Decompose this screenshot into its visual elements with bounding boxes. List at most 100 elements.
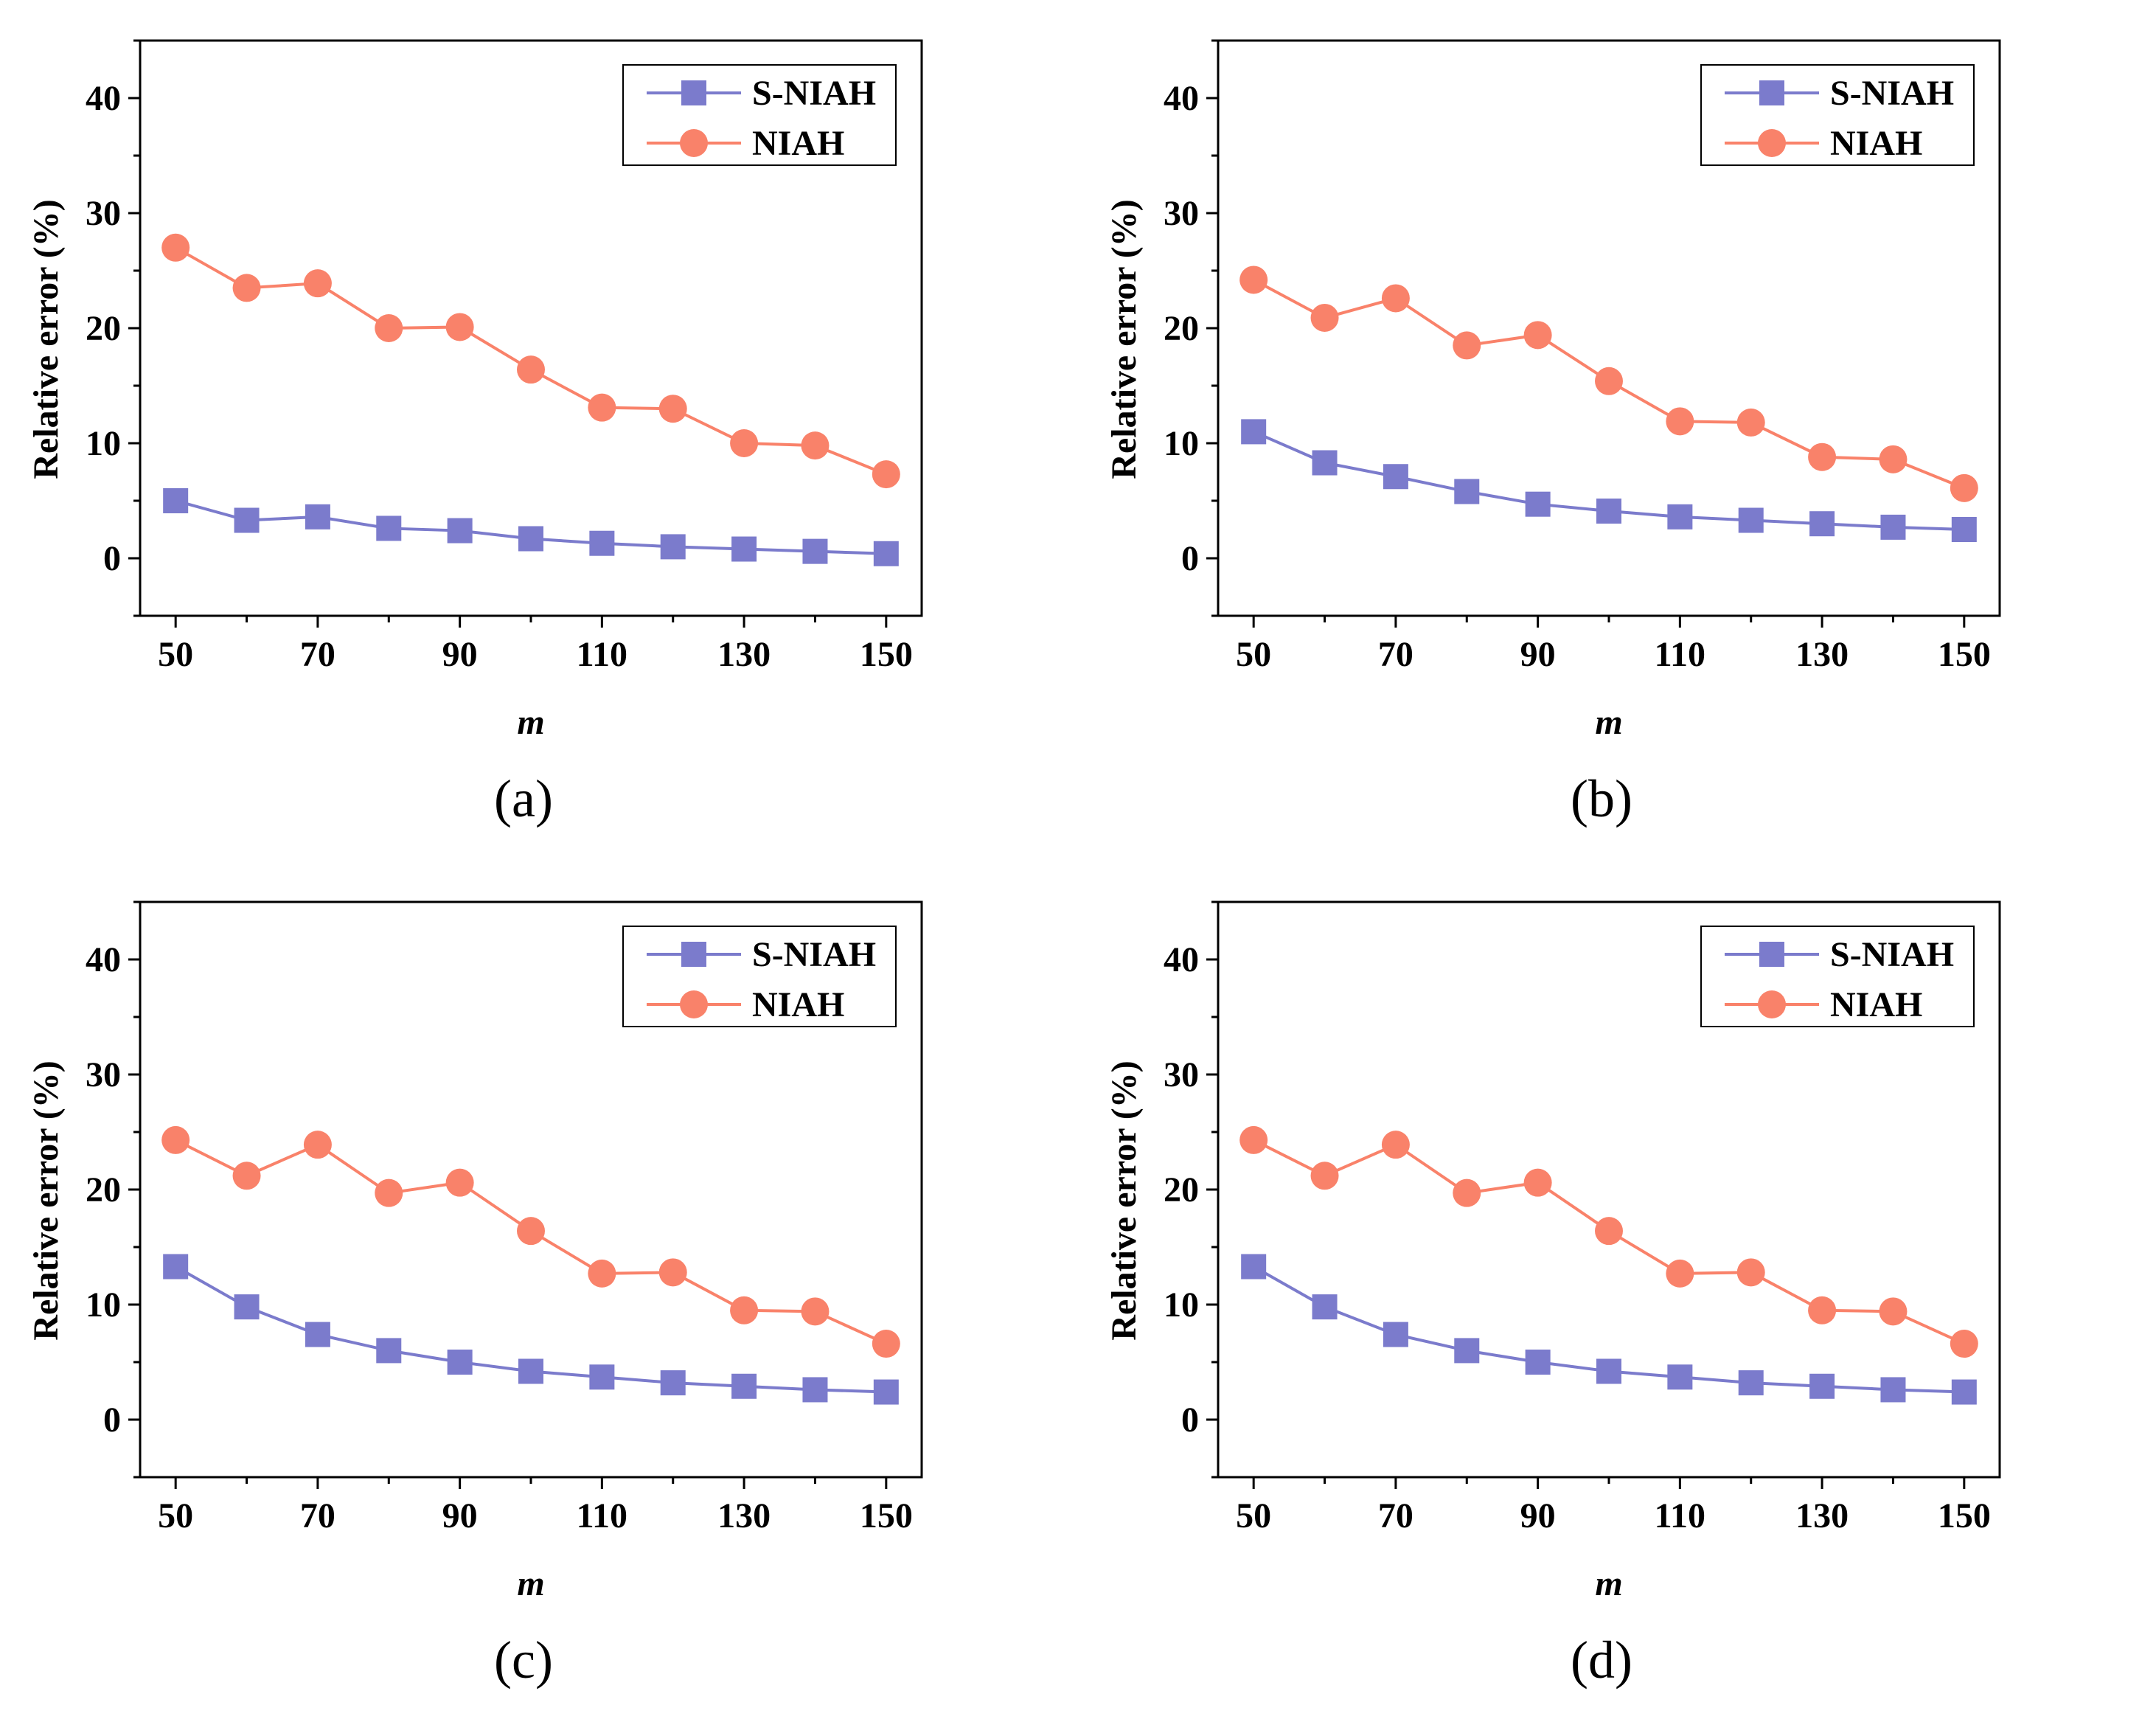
data-point-niah bbox=[517, 355, 545, 384]
chart-d-svg: 50 70 90 110 130 150 0 10 20 30 40 Relative error (… bbox=[1105, 900, 2001, 1690]
data-point-niah bbox=[1808, 1296, 1837, 1325]
x-tick-label: 130 bbox=[717, 635, 771, 674]
data-point-s-niah bbox=[1951, 517, 1977, 542]
x-axis-title: m bbox=[517, 703, 544, 742]
x-tick-label: 70 bbox=[1378, 635, 1413, 674]
data-point-s-niah bbox=[1738, 507, 1764, 533]
data-point-s-niah bbox=[447, 1350, 473, 1375]
x-tick-label: 150 bbox=[1938, 1496, 1991, 1535]
x-axis-title: m bbox=[517, 1564, 544, 1603]
legend-marker-niah bbox=[1758, 129, 1786, 157]
data-point-niah bbox=[161, 1125, 190, 1154]
data-point-niah bbox=[1879, 1297, 1908, 1326]
panel-caption: (c) bbox=[494, 1631, 553, 1690]
x-tick-label: 50 bbox=[1236, 635, 1271, 674]
data-point-s-niah bbox=[731, 1373, 757, 1399]
panel-caption: (a) bbox=[494, 769, 553, 828]
data-point-niah bbox=[375, 1178, 403, 1207]
data-point-niah bbox=[1736, 1258, 1765, 1287]
y-tick-label: 40 bbox=[1164, 79, 1199, 118]
data-point-s-niah bbox=[518, 526, 543, 552]
data-point-niah bbox=[1453, 1178, 1481, 1207]
data-point-niah bbox=[588, 393, 616, 422]
data-point-niah bbox=[872, 460, 900, 489]
data-point-niah bbox=[588, 1259, 616, 1288]
data-point-s-niah bbox=[660, 534, 686, 560]
panel-caption: (b) bbox=[1571, 769, 1632, 828]
legend-marker-s-niah bbox=[681, 80, 706, 105]
y-tick-label: 10 bbox=[86, 1285, 121, 1325]
data-point-s-niah bbox=[1525, 491, 1551, 517]
panel-caption: (d) bbox=[1571, 1631, 1632, 1690]
data-point-s-niah bbox=[376, 1338, 402, 1364]
y-axis-title: Relative error (%) bbox=[27, 199, 66, 479]
chart-b-svg: 50 70 90 110 130 150 0 10 20 30 40 Relative error (… bbox=[1105, 39, 2001, 828]
data-point-s-niah bbox=[1454, 479, 1480, 504]
x-tick-label: 50 bbox=[158, 635, 193, 674]
legend-label: S-NIAH bbox=[1830, 935, 1954, 974]
data-point-s-niah bbox=[1383, 464, 1408, 490]
data-point-s-niah bbox=[802, 538, 828, 564]
data-point-s-niah bbox=[731, 536, 757, 562]
data-point-niah bbox=[1453, 331, 1481, 360]
data-point-niah bbox=[1239, 265, 1268, 294]
x-tick-label: 110 bbox=[577, 1496, 627, 1535]
legend-box bbox=[622, 926, 897, 1027]
legend-label: S-NIAH bbox=[752, 74, 876, 113]
data-point-niah bbox=[232, 274, 261, 302]
legend-box bbox=[1700, 64, 1975, 166]
x-tick-label: 110 bbox=[1655, 1496, 1705, 1535]
legend-marker-niah bbox=[680, 990, 708, 1018]
x-tick-label: 50 bbox=[1236, 1496, 1271, 1535]
data-point-s-niah bbox=[1596, 1358, 1621, 1384]
y-tick-label: 10 bbox=[86, 424, 121, 463]
x-tick-label: 110 bbox=[1655, 635, 1705, 674]
data-point-niah bbox=[1879, 445, 1908, 473]
x-tick-label: 150 bbox=[860, 635, 913, 674]
y-tick-label: 0 bbox=[103, 1400, 121, 1440]
data-point-niah bbox=[730, 1296, 759, 1325]
data-point-niah bbox=[801, 1297, 830, 1326]
data-point-s-niah bbox=[1383, 1322, 1408, 1347]
data-point-s-niah bbox=[163, 1254, 189, 1280]
y-tick-label: 20 bbox=[1164, 1170, 1199, 1209]
chart-a-svg: 50 70 90 110 130 150 0 10 20 30 40 Relative error (… bbox=[27, 39, 923, 828]
data-point-s-niah bbox=[234, 1294, 260, 1320]
legend-label: NIAH bbox=[1830, 124, 1922, 163]
y-tick-label: 20 bbox=[86, 309, 121, 348]
y-tick-label: 0 bbox=[1181, 1400, 1199, 1440]
x-tick-label: 130 bbox=[1795, 635, 1849, 674]
y-tick-label: 0 bbox=[1181, 539, 1199, 578]
x-tick-label: 70 bbox=[300, 635, 335, 674]
y-tick-label: 10 bbox=[1164, 1285, 1199, 1325]
data-point-niah bbox=[303, 1131, 332, 1159]
legend-marker-s-niah bbox=[1759, 942, 1784, 967]
data-point-s-niah bbox=[447, 518, 473, 544]
x-tick-label: 110 bbox=[577, 635, 627, 674]
data-point-s-niah bbox=[1951, 1379, 1977, 1405]
data-point-s-niah bbox=[1667, 1364, 1693, 1390]
data-point-niah bbox=[1310, 303, 1339, 332]
data-point-s-niah bbox=[1809, 511, 1835, 537]
chart-panel-d: 50 70 90 110 130 150 0 10 20 30 40 Relative error (… bbox=[1078, 861, 2156, 1722]
data-point-niah bbox=[1310, 1162, 1339, 1190]
data-point-niah bbox=[1381, 284, 1410, 313]
x-axis-title: m bbox=[1595, 1564, 1622, 1603]
data-point-niah bbox=[517, 1217, 545, 1246]
data-point-s-niah bbox=[1667, 504, 1693, 530]
legend-label: S-NIAH bbox=[1830, 74, 1954, 113]
legend-box bbox=[622, 64, 897, 166]
data-point-s-niah bbox=[234, 507, 260, 533]
y-tick-label: 30 bbox=[86, 1055, 121, 1094]
x-tick-label: 150 bbox=[1938, 635, 1991, 674]
data-point-niah bbox=[1736, 408, 1765, 437]
data-point-niah bbox=[1950, 1330, 1978, 1358]
x-tick-label: 90 bbox=[1520, 1496, 1556, 1535]
data-point-s-niah bbox=[1880, 514, 1906, 540]
y-tick-label: 30 bbox=[86, 194, 121, 233]
data-point-s-niah bbox=[1525, 1350, 1551, 1375]
data-point-s-niah bbox=[660, 1370, 686, 1396]
legend-box bbox=[1700, 926, 1975, 1027]
data-point-niah bbox=[1381, 1131, 1410, 1159]
x-tick-label: 70 bbox=[300, 1496, 335, 1535]
